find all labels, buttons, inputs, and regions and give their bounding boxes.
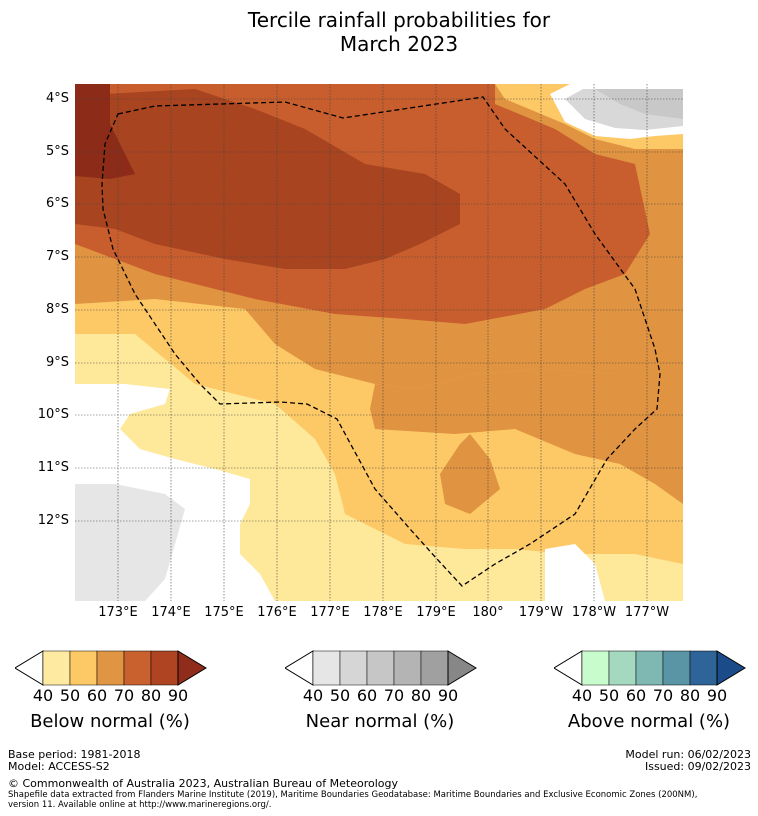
lon-label: 174°E [151, 605, 191, 620]
map-fill [75, 84, 683, 601]
legend-tick: 40 [32, 686, 54, 705]
legend-tick: 60 [356, 686, 378, 705]
lat-label: 8°S [45, 302, 69, 317]
legend-tick: 90 [706, 686, 728, 705]
model-name: Model: ACCESS-S2 [8, 760, 110, 773]
legend-tick: 70 [652, 686, 674, 705]
legend-title-near: Near normal (%) [305, 711, 455, 732]
lon-label: 173°E [98, 605, 138, 620]
legend-tick: 50 [598, 686, 620, 705]
lat-label: 11°S [37, 460, 69, 475]
lon-label: 180° [472, 605, 504, 620]
lon-label: 178°E [363, 605, 403, 620]
model-run: Model run: 06/02/2023 [625, 748, 751, 761]
copyright: © Commonwealth of Australia 2023, Austra… [8, 777, 398, 790]
lon-label: 179°E [416, 605, 456, 620]
graticule [75, 84, 683, 601]
legend-below-normal [15, 650, 207, 686]
lon-label: 176°E [257, 605, 297, 620]
band-60-70-lower [370, 369, 683, 504]
legend-tick: 90 [437, 686, 459, 705]
legend-tick: 80 [679, 686, 701, 705]
lon-label: 178°W [571, 605, 617, 620]
legend-tick: 50 [59, 686, 81, 705]
legend-above-normal [554, 650, 746, 686]
band-60-70-patch [440, 434, 500, 514]
legend-tick: 70 [383, 686, 405, 705]
legend-tick: 40 [571, 686, 593, 705]
lat-label: 12°S [37, 513, 69, 528]
lon-label: 177°W [624, 605, 670, 620]
lat-label: 6°S [45, 196, 69, 211]
shapefile-credit-1: Shapefile data extracted from Flanders M… [8, 790, 698, 800]
title-line-2: March 2023 [339, 32, 459, 56]
lat-label: 5°S [45, 144, 69, 159]
near-normal-top-right-inner [595, 89, 683, 119]
lat-label: 9°S [45, 355, 69, 370]
legend-tick: 40 [302, 686, 324, 705]
no-dominant-right [545, 544, 605, 601]
legend-title-above: Above normal (%) [567, 711, 731, 732]
legend-near-normal [285, 650, 477, 686]
band-90 [75, 84, 135, 179]
lon-label: 179°W [518, 605, 564, 620]
eez-boundary [101, 96, 661, 587]
legend-tick: 80 [410, 686, 432, 705]
band-80-90 [75, 89, 460, 269]
legend-tick: 60 [625, 686, 647, 705]
shapefile-credit-2: version 11. Available online at http://w… [8, 800, 272, 810]
legend-tick: 70 [113, 686, 135, 705]
legend-tick: 50 [329, 686, 351, 705]
near-normal-left [75, 484, 185, 601]
lat-label: 10°S [37, 407, 69, 422]
lon-label: 177°E [310, 605, 350, 620]
base-period: Base period: 1981-2018 [8, 748, 141, 761]
lon-label: 175°E [204, 605, 244, 620]
title-line-1: Tercile rainfall probabilities for [247, 8, 551, 32]
map-title: Tercile rainfall probabilities for March… [0, 8, 758, 56]
lat-label: 4°S [45, 91, 69, 106]
legend-tick: 80 [140, 686, 162, 705]
lat-label: 7°S [45, 249, 69, 264]
legend-tick: 90 [167, 686, 189, 705]
probability-map [75, 84, 683, 601]
issued-date: Issued: 09/02/2023 [644, 760, 751, 773]
legend-title-below: Below normal (%) [30, 711, 190, 732]
legend-tick: 60 [86, 686, 108, 705]
